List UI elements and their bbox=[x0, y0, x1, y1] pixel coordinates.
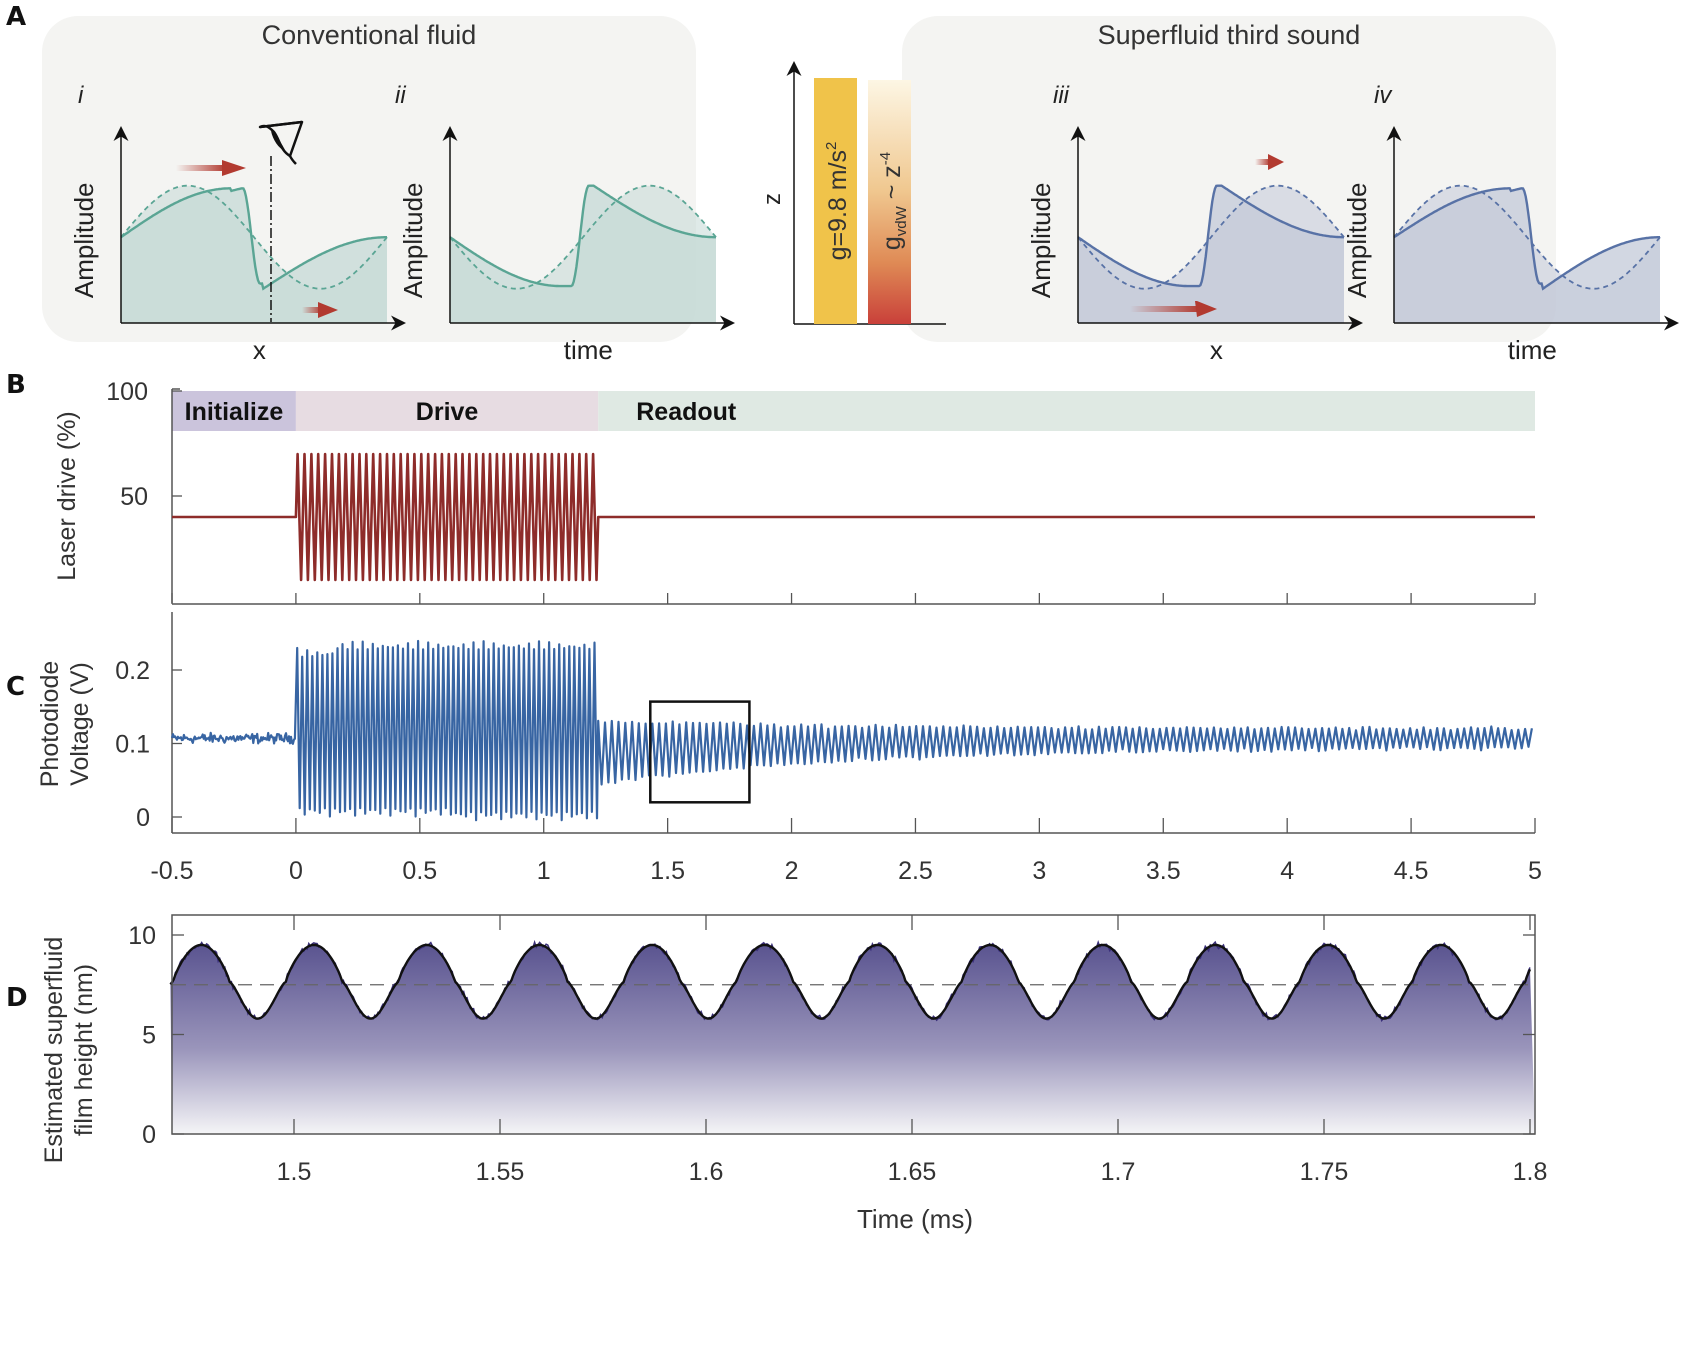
film-height-smoothed-line bbox=[169, 943, 1532, 1020]
phase-label-initialize: Initialize bbox=[185, 398, 284, 426]
x-tick-label: 1.5 bbox=[650, 857, 685, 885]
y-axis-label: Amplitude bbox=[69, 183, 99, 299]
x-tick-label: 0 bbox=[289, 857, 303, 885]
x-tick-label: 4 bbox=[1280, 857, 1294, 885]
x-axis-label: x bbox=[1210, 335, 1223, 365]
z-axis-label: z bbox=[759, 193, 786, 205]
x-tick-label: -0.5 bbox=[150, 857, 193, 885]
laser-drive-chart: Initialize Drive Readout 50 100 Laser drive (… bbox=[53, 378, 1536, 605]
photodiode-signal-line bbox=[170, 639, 1533, 822]
y-tick-label: 5 bbox=[142, 1022, 156, 1050]
plot-frame bbox=[171, 914, 1536, 1135]
sine-wave-dashed bbox=[1077, 184, 1345, 290]
gravity-comparison-diagram: z g=9.8 m/s2 gvdW ~ z-4 bbox=[759, 61, 946, 325]
x-tick-label: 2 bbox=[785, 857, 799, 885]
panel-label-c: C bbox=[6, 672, 26, 702]
x-tick-label: 2.5 bbox=[898, 857, 933, 885]
x-tick-label: 1.75 bbox=[1300, 1158, 1349, 1186]
schematic-superfluid-time: Amplitude time bbox=[1342, 126, 1679, 365]
y-axis-label-line2: film height (nm) bbox=[70, 964, 98, 1136]
schematic-conventional-x: Amplitude x bbox=[69, 126, 406, 365]
schematic-conventional-time: Amplitude time bbox=[398, 126, 735, 365]
laser-drive-line bbox=[172, 452, 1535, 582]
arrow-wave-motion-i-top bbox=[176, 160, 246, 176]
y-axis-label: Amplitude bbox=[1342, 183, 1372, 299]
x-tick-label: 1.6 bbox=[689, 1158, 724, 1186]
film-height-chart: 1.5 1.55 1.6 1.65 1.7 1.75 1.8 0 5 10 Time (ms) Est… bbox=[40, 914, 1548, 1234]
panel-label-d: D bbox=[6, 983, 28, 1013]
x-tick-label: 1 bbox=[537, 857, 551, 885]
y-axis-label: Amplitude bbox=[398, 183, 428, 299]
subpanel-label-iii: iii bbox=[1053, 82, 1069, 109]
earth-gravity-bar bbox=[814, 78, 857, 324]
arrow-wave-motion-i-bottom bbox=[302, 302, 338, 318]
film-height-area bbox=[170, 945, 1535, 1134]
x-axis-label: time bbox=[1508, 335, 1557, 365]
eye-icon bbox=[258, 120, 304, 165]
schematic-superfluid-x: Amplitude x bbox=[1026, 126, 1363, 365]
x-tick-label: 1.7 bbox=[1101, 1158, 1136, 1186]
phase-label-drive: Drive bbox=[416, 398, 479, 426]
y-tick-label: 10 bbox=[128, 922, 156, 950]
zoom-region-box bbox=[649, 700, 751, 804]
arrow-wave-motion-iii-bottom bbox=[1130, 301, 1217, 317]
phase-label-readout: Readout bbox=[636, 398, 737, 426]
x-axis-label: time bbox=[564, 335, 613, 365]
x-tick-label: 4.5 bbox=[1394, 857, 1429, 885]
panel-label-a: A bbox=[6, 2, 27, 32]
steepened-wave bbox=[449, 184, 716, 288]
y-tick-label: 0 bbox=[142, 1121, 156, 1149]
superfluid-title: Superfluid third sound bbox=[1097, 20, 1361, 50]
y-tick-label: 0.2 bbox=[115, 657, 150, 685]
y-tick-label: 100 bbox=[106, 378, 148, 406]
steepened-wave bbox=[1077, 184, 1344, 288]
x-tick-label: 5 bbox=[1528, 857, 1542, 885]
y-axis-label-line1: Photodiode bbox=[36, 661, 64, 788]
vdw-gravity-bar bbox=[868, 80, 911, 324]
sine-wave-dashed bbox=[120, 184, 388, 290]
y-tick-label: 50 bbox=[120, 483, 148, 511]
steepened-wave-fill bbox=[1394, 188, 1660, 323]
steepened-wave bbox=[1393, 187, 1660, 291]
x-tick-label: 1.8 bbox=[1513, 1158, 1548, 1186]
subpanel-label-ii: ii bbox=[395, 82, 406, 109]
x-tick-label: 1.65 bbox=[888, 1158, 937, 1186]
x-axis-label: Time (ms) bbox=[857, 1204, 973, 1234]
steepened-wave bbox=[120, 187, 387, 291]
x-axis-label: x bbox=[253, 335, 266, 365]
y-axis-label-line2: Voltage (V) bbox=[66, 662, 94, 786]
vdw-gravity-label: gvdW ~ z-4 bbox=[877, 152, 910, 250]
x-tick-label: 1.55 bbox=[476, 1158, 525, 1186]
panel-label-b: B bbox=[6, 370, 26, 400]
x-tick-label: 0.5 bbox=[402, 857, 437, 885]
sine-wave-dashed bbox=[449, 184, 717, 290]
earth-gravity-label: g=9.8 m/s2 bbox=[823, 142, 852, 261]
x-tick-label: 3 bbox=[1032, 857, 1046, 885]
photodiode-voltage-chart: -0.5 0 0.5 1 1.5 2 2.5 3 3.5 4 4.5 500.10.2Photodio… bbox=[36, 612, 1542, 885]
y-tick-label: 0 bbox=[136, 804, 150, 832]
y-axis-label: Amplitude bbox=[1026, 183, 1056, 299]
phase-band-drive bbox=[295, 391, 599, 431]
y-axis-label: Laser drive (%) bbox=[53, 411, 81, 581]
arrow-wave-motion-iii-top bbox=[1255, 154, 1284, 170]
x-tick-label: 1.5 bbox=[277, 1158, 312, 1186]
phase-band-initialize bbox=[172, 391, 296, 431]
y-tick-label: 0.1 bbox=[115, 731, 150, 759]
phase-band-readout bbox=[598, 391, 1535, 431]
x-tick-label: 3.5 bbox=[1146, 857, 1181, 885]
y-axis-label-line1: Estimated superfluid bbox=[40, 937, 68, 1164]
subpanel-label-iv: iv bbox=[1374, 82, 1392, 109]
subpanel-label-i: i bbox=[78, 82, 84, 109]
sine-wave-dashed bbox=[1393, 184, 1661, 290]
conventional-fluid-title: Conventional fluid bbox=[261, 20, 477, 50]
steepened-wave-fill bbox=[121, 188, 387, 323]
